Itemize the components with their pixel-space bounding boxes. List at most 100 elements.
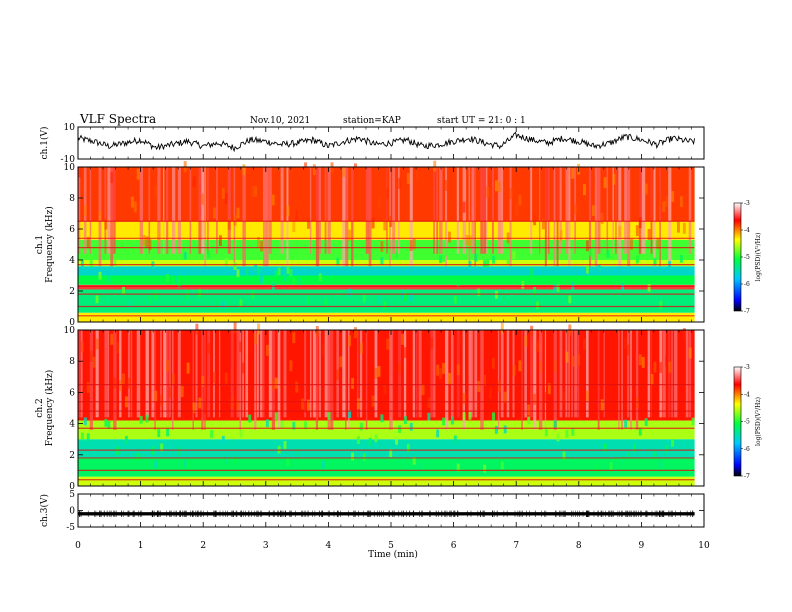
spectral-patch (113, 259, 117, 268)
spectral-patch (571, 281, 575, 290)
spectral-speckle (500, 322, 504, 334)
spectral-streak (538, 330, 543, 430)
x-tick-label: 1 (138, 541, 144, 551)
spectral-speckle (236, 400, 240, 412)
spectral-patch (265, 419, 269, 428)
spectral-streak (474, 330, 478, 418)
spectral-streak (538, 167, 541, 254)
spectral-streak (621, 330, 623, 430)
spectral-speckle (638, 217, 642, 229)
spectral-streak (136, 330, 141, 418)
spectral-speckle (409, 240, 413, 251)
spectral-speckle (650, 374, 654, 385)
colorbar-tick-label: -7 (744, 473, 750, 480)
spectral-patch (436, 429, 440, 438)
spectral-speckle (527, 404, 531, 416)
y-tick-label: 4 (69, 256, 75, 266)
spectral-patch (348, 288, 352, 297)
spectral-patch (536, 301, 539, 310)
spectral-patch (483, 260, 487, 268)
spectral-patch (474, 253, 478, 262)
spectral-patch (80, 432, 84, 441)
ch3-waveform-panel: 5 0 -5 ch.3(V) (39, 490, 705, 533)
spectral-speckle (274, 377, 278, 389)
spectral-streak (492, 167, 494, 254)
spectral-streak (207, 167, 209, 254)
spectral-speckle (354, 163, 357, 175)
spectral-streak (95, 330, 99, 418)
spectral-patch (556, 284, 560, 293)
spectral-streak (265, 167, 269, 267)
spectral-streak (315, 330, 319, 430)
spectral-patch (530, 267, 534, 276)
spectral-patch (527, 416, 531, 425)
spectral-patch (251, 291, 255, 299)
spectral-streak (171, 167, 176, 254)
spectral-streak (236, 330, 240, 418)
spectral-speckle (307, 217, 310, 229)
spectral-patch (160, 443, 164, 452)
recording-date: Nov.10, 2021 (250, 116, 310, 126)
spectral-streak (216, 167, 218, 254)
spectral-streak (130, 330, 133, 418)
spectral-patch (477, 288, 481, 297)
spectral-speckle (292, 221, 296, 232)
spectral-patch (236, 269, 240, 278)
spectral-streak (486, 167, 488, 254)
spectral-streak (239, 330, 242, 430)
ch1-trace (77, 131, 696, 153)
spectral-streak (618, 330, 620, 430)
spectral-speckle (538, 361, 542, 373)
spectral-patch (98, 271, 102, 280)
spectral-speckle (221, 187, 225, 199)
y-tick-label: 10 (64, 163, 76, 173)
spectral-speckle (83, 205, 87, 217)
spectral-speckle (260, 240, 263, 252)
spectral-speckle (665, 355, 669, 367)
colorbar-tick-label: -3 (744, 364, 750, 371)
spectral-patch (368, 437, 372, 446)
spectral-streak (471, 330, 474, 418)
x-tick-label: 4 (326, 541, 332, 551)
spectral-streak (157, 167, 161, 254)
spectral-band (78, 260, 695, 267)
y-tick-label: 0 (69, 318, 75, 328)
spectral-streak (559, 330, 563, 418)
spectral-streak (245, 330, 249, 418)
spectral-speckle (489, 177, 493, 189)
y-axis-label: Frequency (kHz) (44, 206, 55, 283)
spectral-speckle (530, 325, 534, 337)
spectral-patch (562, 451, 566, 460)
spectral-patch (403, 416, 407, 425)
y-tick-label: 10 (64, 123, 76, 133)
spectral-patch (351, 452, 355, 461)
spectral-streak (345, 167, 349, 267)
spectral-speckle (406, 173, 410, 184)
spectral-speckle (377, 366, 381, 377)
spectral-streak (89, 167, 92, 254)
spectral-speckle (509, 188, 513, 199)
spectral-speckle (512, 365, 516, 377)
spectral-streak (242, 167, 246, 267)
spectral-streak (286, 167, 289, 267)
spectral-streak (201, 167, 205, 254)
spectral-streak (544, 167, 547, 267)
spectral-speckle (224, 192, 228, 204)
spectral-patch (553, 420, 557, 428)
spectral-speckle (207, 342, 211, 354)
spectral-patch (671, 438, 675, 447)
spectral-speckle (400, 333, 404, 345)
spectral-patch (283, 441, 287, 449)
spectral-patch (257, 266, 261, 275)
spectral-patch (177, 446, 181, 455)
spectral-patch (124, 435, 128, 444)
spectral-streak (612, 167, 615, 254)
spectral-band (78, 420, 695, 440)
spectral-speckle (321, 344, 325, 356)
spectral-patch (107, 275, 111, 283)
spectral-streak (342, 330, 346, 418)
y-tick-label: 4 (69, 420, 75, 430)
spectral-streak (688, 167, 692, 254)
spectral-speckle (242, 362, 246, 374)
spectral-streak (688, 330, 692, 418)
